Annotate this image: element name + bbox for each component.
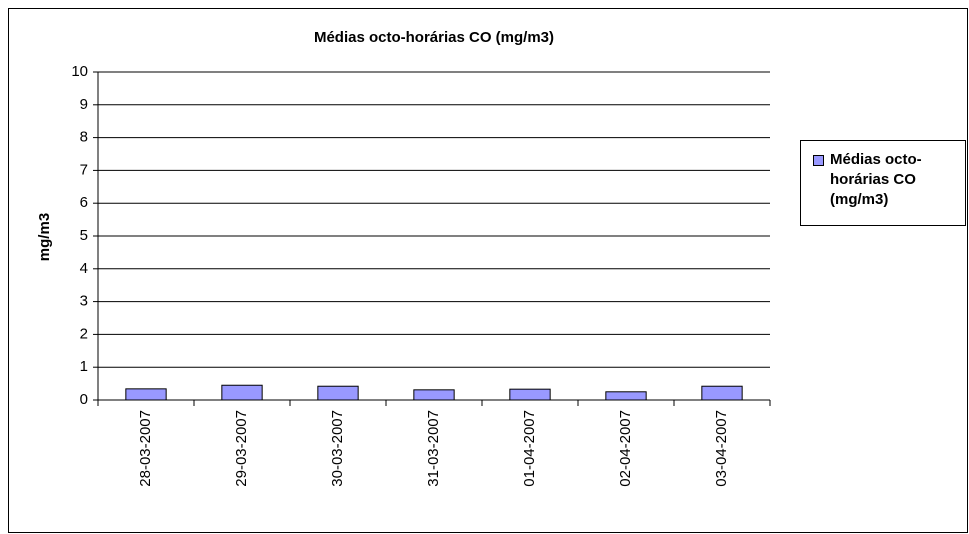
y-tick-label: 7 [80, 161, 88, 178]
x-tick-label: 31-03-2007 [425, 410, 442, 487]
y-tick-label: 6 [80, 194, 88, 211]
chart-title: Médias octo-horárias CO (mg/m3) [314, 29, 554, 46]
y-tick-label: 4 [80, 260, 88, 277]
bar [509, 388, 551, 401]
x-tick-label: 29-03-2007 [233, 410, 250, 487]
legend-swatch [813, 155, 824, 166]
x-tick-label: 03-04-2007 [713, 410, 730, 487]
y-tick-label: 0 [80, 391, 88, 408]
bar [413, 389, 455, 401]
bar [125, 388, 167, 401]
bar [221, 384, 263, 401]
chart-frame [8, 8, 968, 533]
legend-label: Médias octo-horárias CO (mg/m3) [830, 151, 922, 208]
y-tick-label: 8 [80, 129, 88, 146]
x-tick-label: 02-04-2007 [617, 410, 634, 487]
x-tick-label: 01-04-2007 [521, 410, 538, 487]
y-axis-label: mg/m3 [36, 213, 53, 261]
bar [605, 391, 647, 401]
legend: Médias octo-horárias CO (mg/m3) [800, 140, 966, 226]
y-tick-label: 3 [80, 293, 88, 310]
y-tick-label: 1 [80, 358, 88, 375]
x-tick-label: 30-03-2007 [329, 410, 346, 487]
bar [701, 385, 743, 401]
bar [317, 385, 359, 401]
x-tick-label: 28-03-2007 [137, 410, 154, 487]
y-tick-label: 2 [80, 325, 88, 342]
y-tick-label: 9 [80, 96, 88, 113]
y-tick-label: 5 [80, 227, 88, 244]
y-tick-label: 10 [71, 63, 88, 80]
